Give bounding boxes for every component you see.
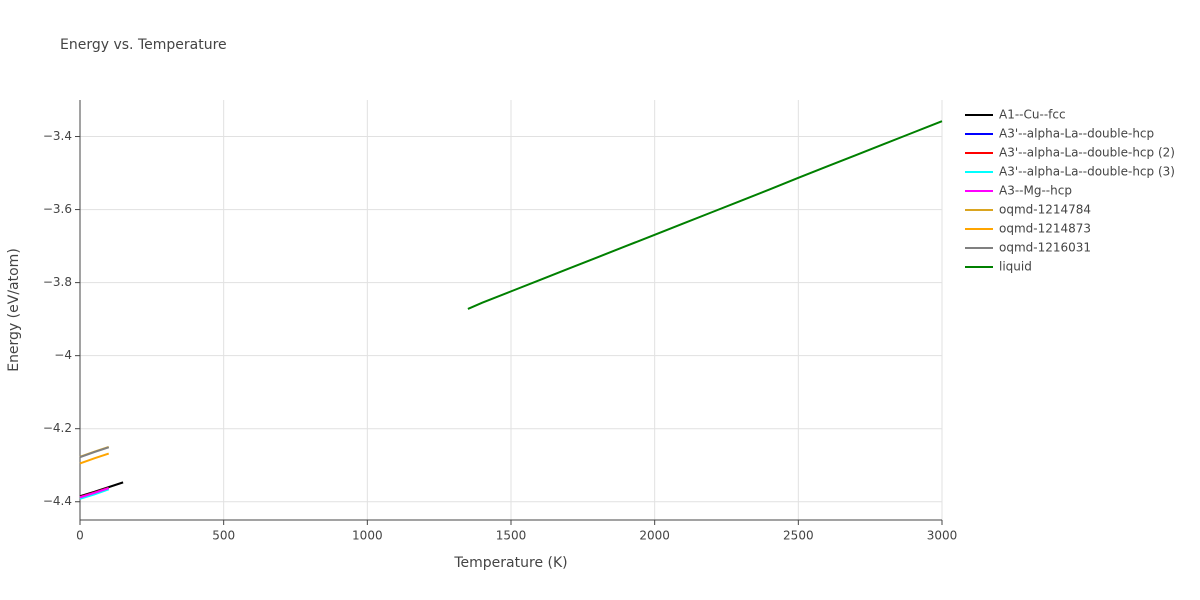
y-tick-label: −3.4 bbox=[43, 129, 72, 143]
series-line bbox=[79, 446, 110, 459]
x-tick-label: 2500 bbox=[783, 529, 814, 543]
legend-label: A3'--alpha-La--double-hcp (3) bbox=[999, 165, 1175, 179]
legend-label: oqmd-1214784 bbox=[999, 203, 1091, 217]
series-line bbox=[79, 488, 110, 500]
y-tick-label: −4 bbox=[54, 348, 72, 362]
x-tick-label: 3000 bbox=[927, 529, 958, 543]
y-tick-label: −3.8 bbox=[43, 275, 72, 289]
legend-label: A3--Mg--hcp bbox=[999, 184, 1072, 198]
legend: A1--Cu--fcc A3'--alpha-La--double-hcp A3'-… bbox=[965, 108, 1175, 274]
legend-label: oqmd-1216031 bbox=[999, 241, 1091, 255]
legend-label: oqmd-1214873 bbox=[999, 222, 1091, 236]
legend-label: A3'--alpha-La--double-hcp bbox=[999, 127, 1154, 141]
x-axis-title: Temperature (K) bbox=[453, 555, 567, 571]
series-line bbox=[467, 120, 943, 310]
x-tick-label: 500 bbox=[212, 529, 235, 543]
y-tick-label: −4.2 bbox=[43, 421, 72, 435]
x-tick-label: 2000 bbox=[639, 529, 670, 543]
legend-label: A3'--alpha-La--double-hcp (2) bbox=[999, 146, 1175, 160]
plot-area bbox=[79, 120, 943, 500]
y-tick-label: −3.6 bbox=[43, 202, 72, 216]
x-tick-label: 1500 bbox=[496, 529, 527, 543]
series-line bbox=[79, 452, 110, 465]
chart-title: Energy vs. Temperature bbox=[60, 37, 227, 53]
x-tick-label: 1000 bbox=[352, 529, 383, 543]
x-tick-label: 0 bbox=[76, 529, 84, 543]
series-line bbox=[79, 487, 110, 499]
y-axis-title: Energy (eV/atom) bbox=[6, 248, 22, 372]
grid: 0 500 1000 1500 2000 2500 3000 −4.4 −4.2 −4 −3.8 −3… bbox=[43, 100, 957, 543]
y-tick-label: −4.4 bbox=[43, 494, 72, 508]
legend-label: liquid bbox=[999, 260, 1032, 274]
legend-label: A1--Cu--fcc bbox=[999, 108, 1066, 122]
